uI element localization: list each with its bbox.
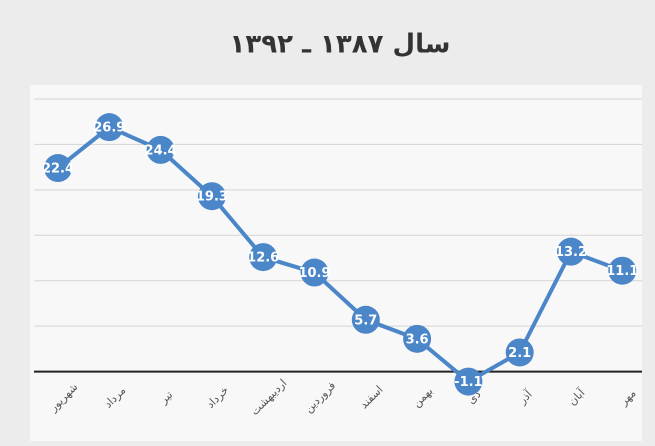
data-point <box>197 182 226 211</box>
data-point <box>44 154 72 183</box>
data-label: 3.6 <box>406 332 429 347</box>
data-label: 12.6 <box>247 251 279 266</box>
data-point <box>505 338 534 367</box>
data-point <box>403 324 432 353</box>
data-label: 26.9 <box>93 121 125 136</box>
data-label: -1.1 <box>454 375 482 390</box>
data-label: 24.4 <box>145 143 177 158</box>
data-label: 19.3 <box>196 190 228 205</box>
data-label: 2.1 <box>508 346 531 361</box>
data-point <box>351 305 380 334</box>
data-point <box>95 113 124 142</box>
data-label: 10.9 <box>298 266 330 281</box>
data-point <box>249 243 278 272</box>
data-point <box>300 258 329 287</box>
data-point <box>454 367 483 396</box>
data-label: 11.1 <box>606 264 638 279</box>
data-point <box>146 135 175 164</box>
data-point <box>608 256 637 285</box>
chart-title: سال ۱۳۸۷ ـ ۱۳۹۲ <box>230 30 451 60</box>
data-label: 13.2 <box>555 245 587 260</box>
data-point <box>557 237 585 266</box>
data-label: 5.7 <box>354 313 377 328</box>
data-label: 22.4 <box>42 162 74 177</box>
